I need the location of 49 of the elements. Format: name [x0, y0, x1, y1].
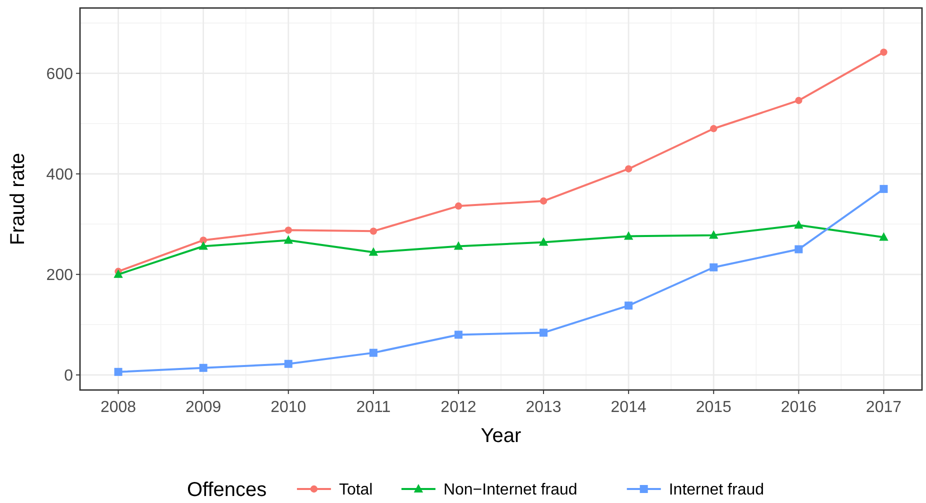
point [880, 48, 888, 56]
point [114, 269, 123, 278]
point [710, 125, 718, 132]
point [795, 96, 802, 104]
point [370, 228, 378, 235]
x-tick-label: 2009 [186, 399, 222, 416]
x-tick-label: 2010 [270, 399, 306, 416]
legend-label: Non−Internet fraud [443, 482, 578, 499]
point [710, 263, 718, 272]
point [624, 302, 633, 310]
point [879, 232, 888, 241]
y-axis-title: Fraud rate [7, 152, 29, 246]
point [454, 202, 462, 210]
point [284, 360, 292, 368]
point [880, 184, 888, 193]
legend-label: Internet fraud [668, 482, 764, 499]
point [794, 245, 803, 254]
x-tick-label: 2017 [866, 399, 902, 416]
point [369, 348, 378, 357]
point [540, 197, 548, 205]
x-tick-label: 2008 [100, 399, 136, 416]
point [198, 241, 208, 250]
point [114, 368, 122, 376]
x-tick-label: 2013 [526, 399, 562, 416]
legend-title: Offences [186, 479, 267, 501]
point [794, 220, 804, 229]
point [284, 235, 293, 244]
point [624, 165, 632, 172]
point [709, 230, 718, 239]
y-tick-label: 0 [64, 368, 74, 385]
point [199, 364, 208, 372]
y-tick-label: 200 [46, 266, 74, 284]
point [200, 236, 207, 244]
point [454, 241, 464, 250]
x-axis-title: Year [480, 425, 522, 447]
y-tick-label: 400 [46, 166, 74, 184]
x-tick-label: 2016 [780, 399, 817, 416]
x-tick-label: 2011 [356, 399, 391, 416]
point [538, 237, 548, 246]
point [284, 226, 292, 234]
x-tick-label: 2014 [610, 399, 646, 416]
point [454, 330, 462, 339]
legend-label: Total [338, 482, 373, 499]
point [540, 328, 548, 337]
point [624, 231, 634, 240]
point [368, 247, 378, 256]
x-tick-label: 2015 [696, 399, 732, 416]
y-tick-label: 600 [46, 66, 74, 83]
x-tick-label: 2012 [440, 399, 476, 416]
